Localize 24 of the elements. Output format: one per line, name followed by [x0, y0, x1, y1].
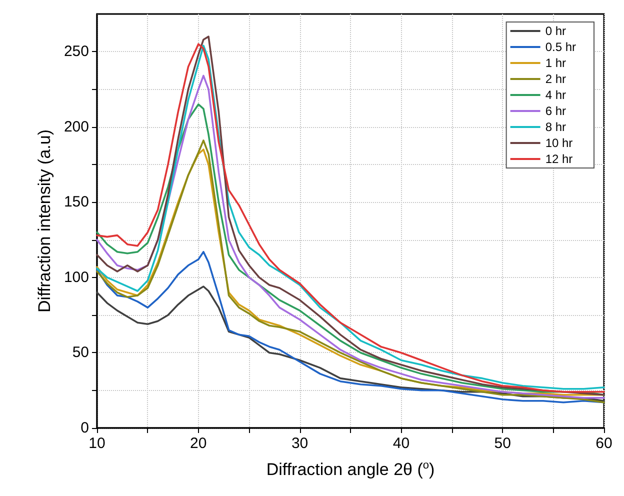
legend-label: 6 hr	[545, 104, 566, 118]
legend-label: 2 hr	[545, 72, 566, 86]
legend-label: 12 hr	[545, 152, 573, 166]
legend-label: 4 hr	[545, 88, 566, 102]
y-tick-label: 250	[64, 43, 89, 60]
x-tick-label: 20	[190, 435, 207, 452]
line-series	[96, 250, 605, 404]
x-tick-label: 30	[291, 435, 308, 452]
x-tick-label: 50	[494, 435, 511, 452]
x-tick-label: 60	[596, 435, 612, 452]
legend-label: 1 hr	[545, 56, 566, 70]
y-axis-title: Diffraction intensity (a.u)	[35, 130, 54, 312]
y-tick-label: 0	[80, 420, 89, 436]
y-tick-label: 150	[64, 194, 89, 211]
legend-label: 0 hr	[545, 24, 566, 38]
y-tick-label: 100	[64, 268, 89, 286]
y-tick-label: 200	[64, 118, 89, 136]
legend-label: 8 hr	[545, 120, 566, 134]
line-series	[96, 286, 605, 402]
x-tick-label: 10	[88, 435, 106, 452]
legend-label: 0.5 hr	[545, 40, 576, 54]
x-tick-label: 40	[392, 435, 410, 452]
y-tick-label: 50	[72, 344, 89, 362]
legend-label: 10 hr	[545, 136, 573, 150]
